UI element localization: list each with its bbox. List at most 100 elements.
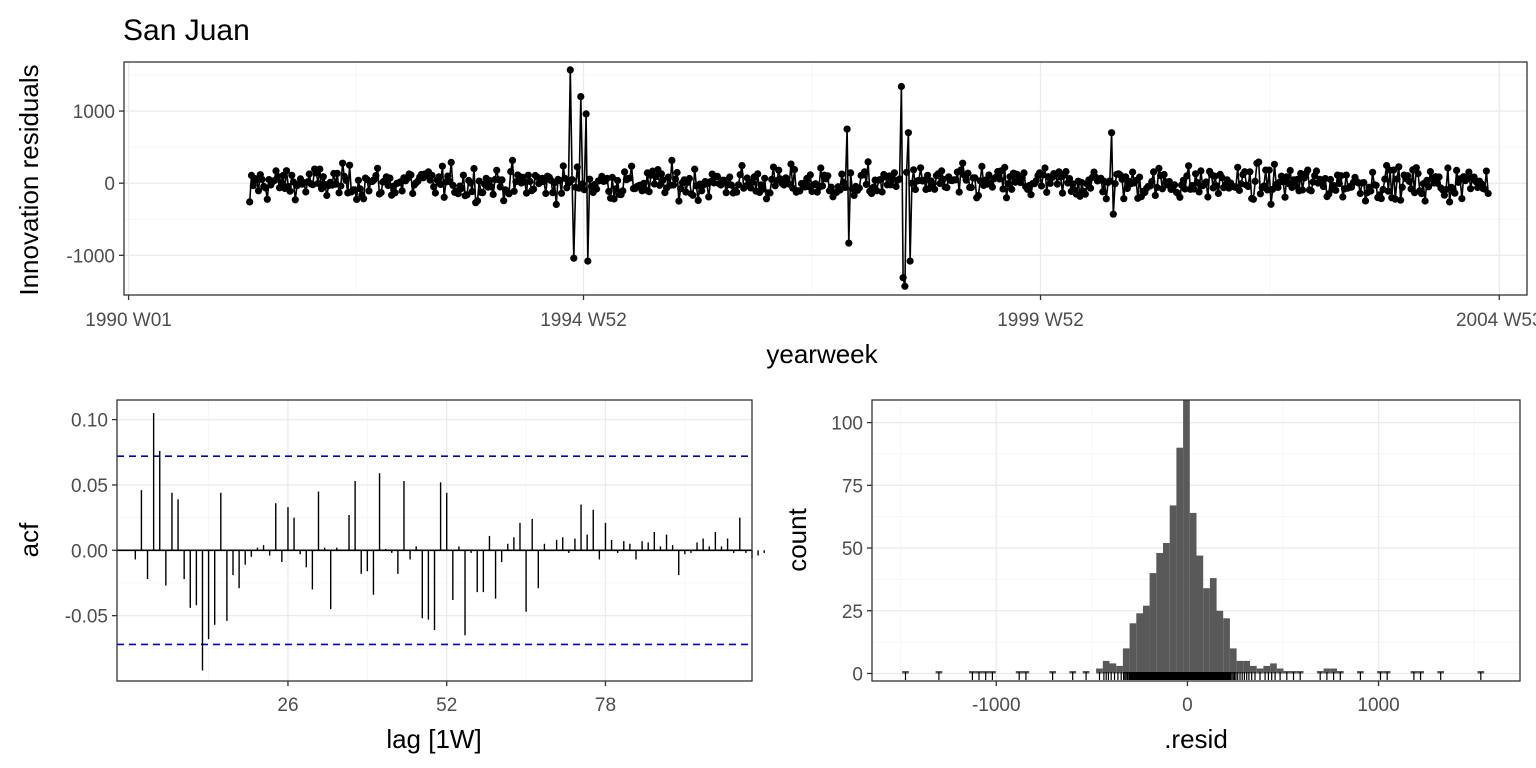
residual-point [876,176,884,184]
x-tick-label: 1990 W01 [85,310,172,331]
residual-point [1421,197,1429,205]
residual-point [468,188,476,196]
residual-point [759,185,767,193]
residual-point [365,187,373,195]
residual-point [479,189,487,197]
residual-point [847,169,855,177]
residual-point [542,189,550,198]
residual-point [808,187,816,196]
residual-point [924,171,932,179]
residual-point [346,161,354,169]
residual-point [1293,175,1301,183]
residual-point [384,181,392,190]
residual-point [526,177,534,186]
residual-point [339,159,347,167]
residual-point [864,158,872,166]
residual-point [1043,188,1051,196]
residual-point [353,195,361,203]
residual-point [409,189,417,198]
residual-point [1213,182,1221,190]
residual-point [1418,190,1426,198]
residual-point [1425,183,1433,191]
residual-point [314,179,322,187]
residual-point [736,171,744,179]
residual-point [978,162,986,170]
residual-point [806,171,814,179]
residual-point [1484,189,1492,198]
histogram-bar [1136,613,1143,674]
residual-point [889,176,897,184]
residual-point [754,170,762,178]
residual-point [1136,173,1144,181]
residual-point [1267,200,1275,208]
residual-point [710,179,718,187]
residual-point [1214,189,1222,197]
residual-point [391,189,399,197]
residual-point [962,176,970,184]
residual-point [508,156,517,164]
residual-point [1046,179,1054,187]
hist-y-axis-title: count [782,507,812,571]
residual-point [861,168,869,176]
residual-point [1453,166,1461,174]
residual-point [593,185,601,193]
residual-point [1440,191,1448,199]
residual-point [713,172,722,180]
residual-point [447,158,455,166]
residual-point [1377,195,1385,203]
residual-point [761,174,769,182]
residual-point [734,181,743,189]
residual-point [1298,186,1307,194]
residual-point [904,129,913,137]
histogram-bar [1330,668,1337,674]
residual-point [878,188,886,196]
residual-point [1255,158,1263,166]
histogram-bar [1276,668,1284,674]
residual-point [337,182,345,190]
residual-point [841,183,849,191]
residual-point [827,183,835,191]
residual-point [1395,163,1403,171]
histogram-bar [1129,623,1137,674]
residual-point [1249,195,1257,203]
residual-point [487,183,496,191]
residual-point [1086,184,1095,192]
residual-point [1185,162,1193,170]
residual-point [463,191,471,199]
residual-point [938,167,946,175]
x-tick-label: 0 [1182,695,1193,716]
residual-point [1319,183,1328,191]
residual-point [333,169,341,177]
residual-point [911,185,920,194]
residual-point [586,175,594,183]
residual-point [967,183,976,192]
histogram-bar [1223,618,1230,674]
residual-point [1274,183,1282,192]
residual-point [431,189,439,197]
residual-point [440,193,448,201]
residual-point [1381,175,1389,183]
residual-point [1360,179,1368,187]
y-tick-label: 0.00 [71,541,108,562]
residual-point [762,195,771,203]
y-tick-label: 100 [831,414,863,435]
histogram-bar [1102,660,1110,674]
y-tick-label: 0.05 [71,476,108,497]
residual-point [1234,163,1242,171]
residual-point [1393,175,1401,183]
residual-point [407,171,415,179]
residual-point [1241,168,1249,176]
histogram-bar [1156,553,1163,674]
residual-point [1397,196,1405,204]
histogram-bar [1169,505,1177,674]
residual-point [356,185,364,193]
residual-point [892,182,900,191]
residual-point [435,173,443,181]
residual-point [1337,172,1345,180]
hist-x-axis-title: .resid [1164,724,1228,754]
residual-point [291,196,299,204]
residual-point [675,197,683,205]
residual-point [673,168,681,177]
residual-point [897,82,906,91]
